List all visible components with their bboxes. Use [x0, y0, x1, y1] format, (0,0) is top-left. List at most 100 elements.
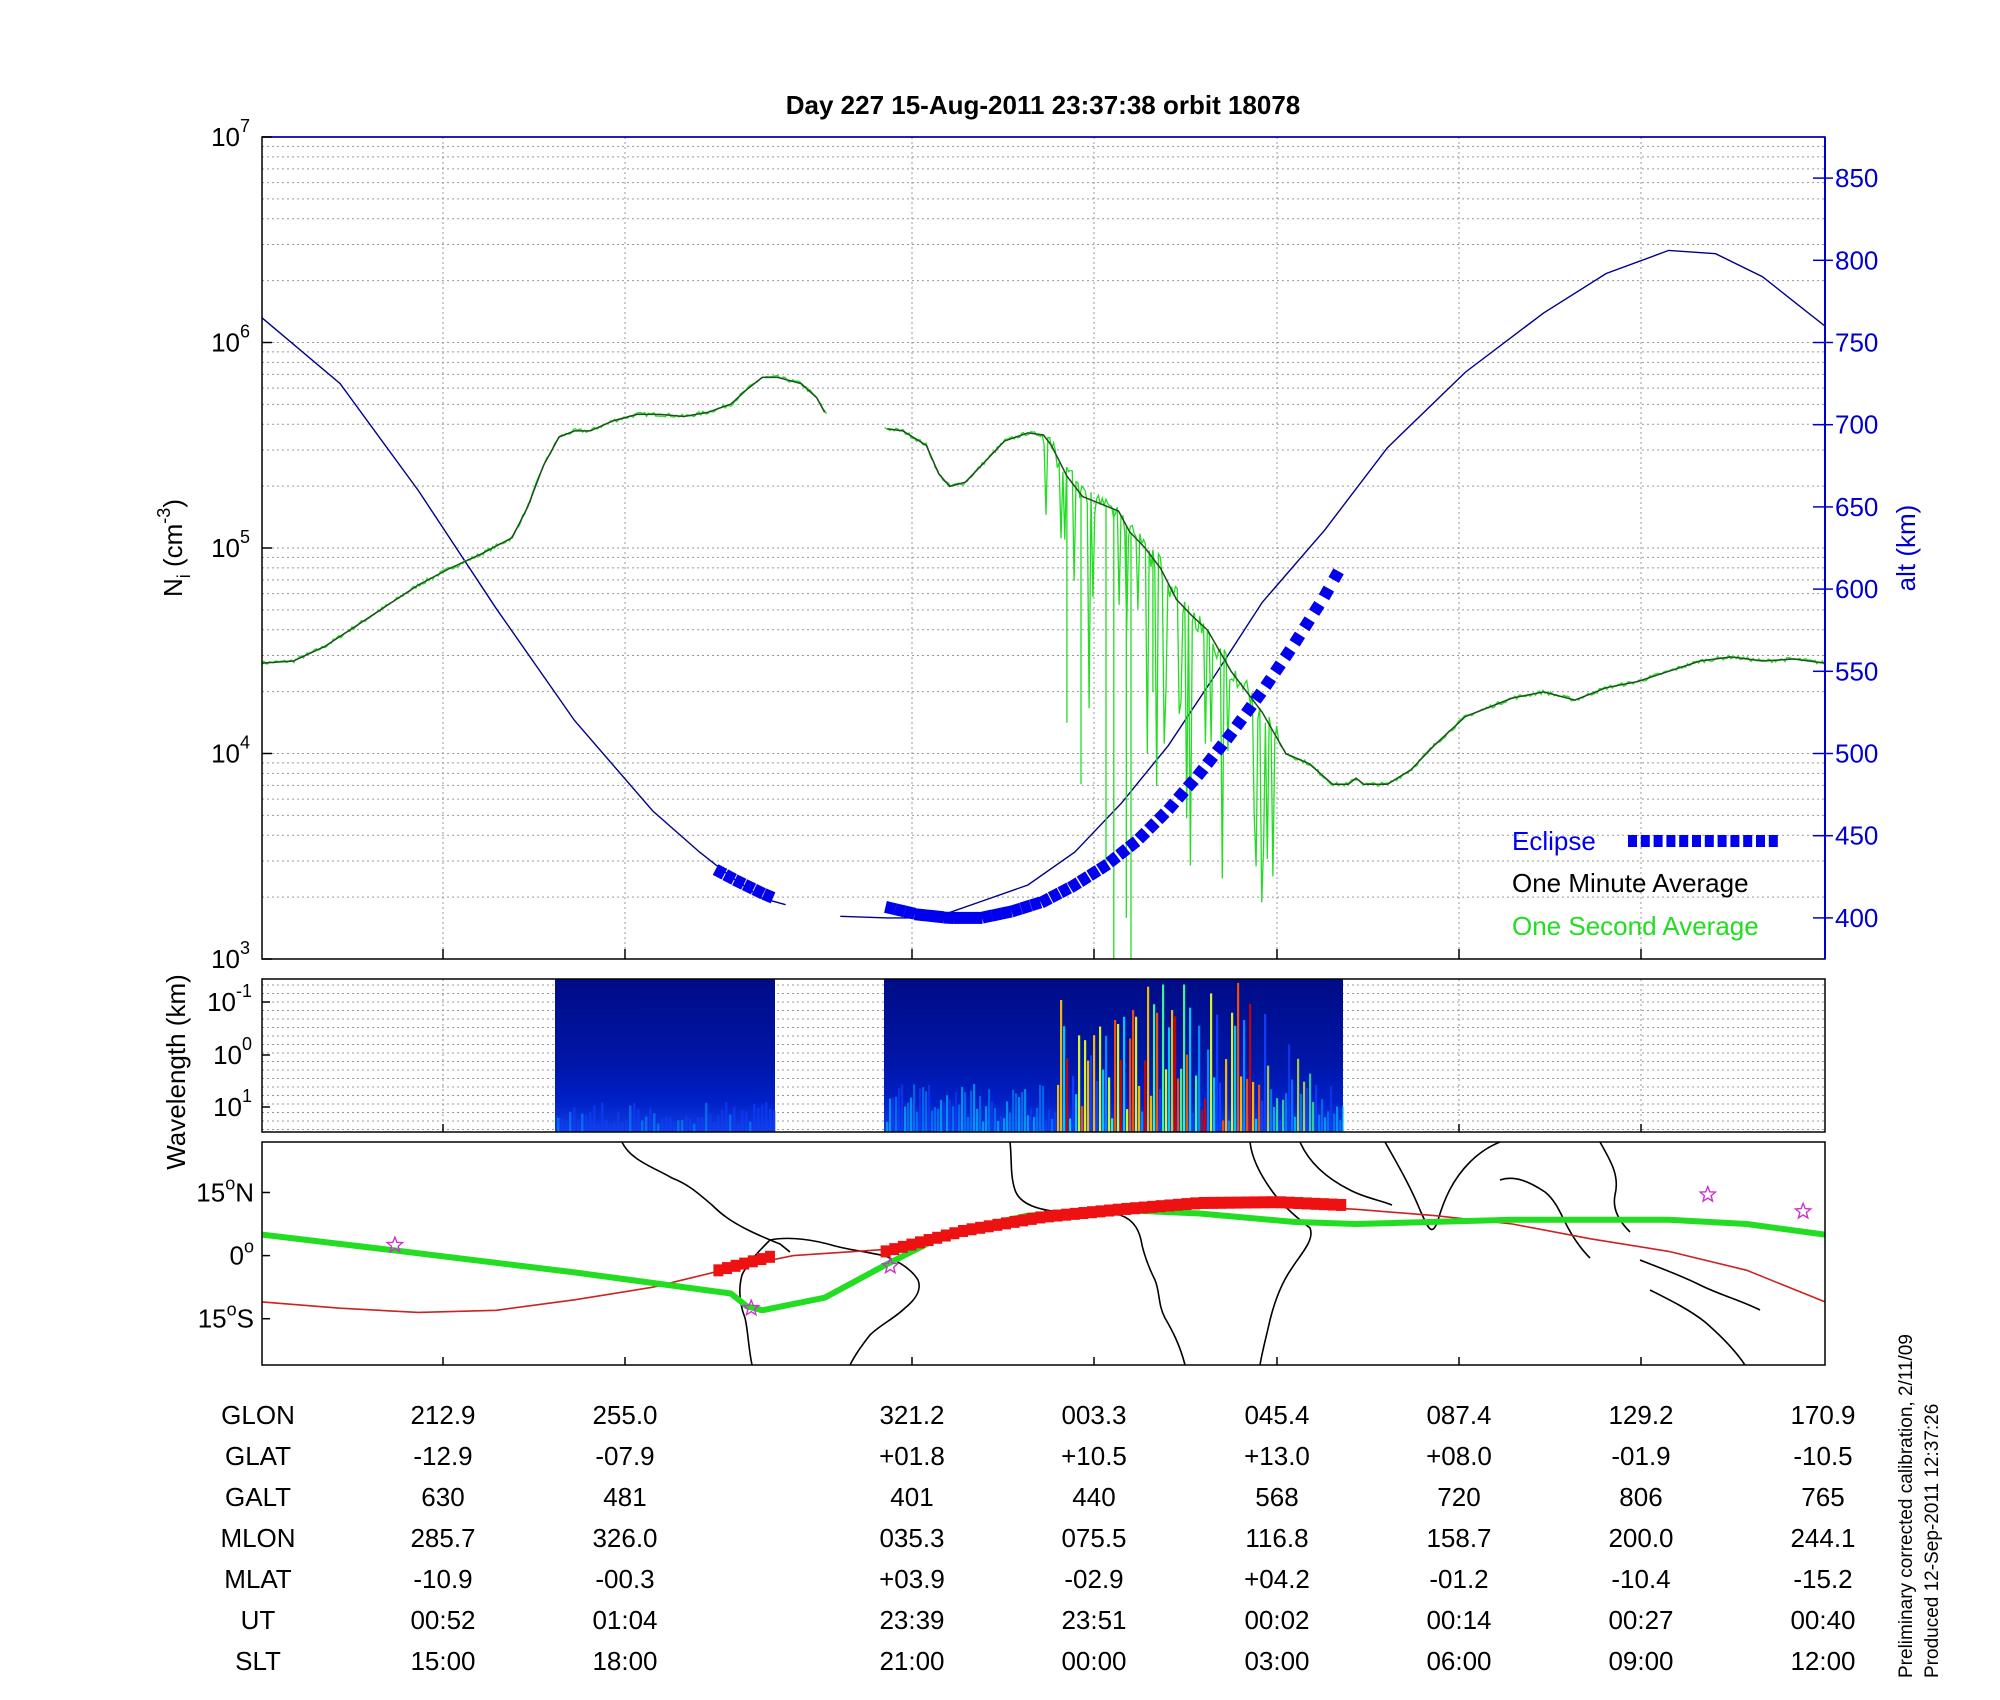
eclipse-track-mark: [1035, 1211, 1046, 1224]
spectrogram-streak: [1147, 986, 1150, 1132]
table-cell: -10.9: [413, 1564, 472, 1594]
spectrogram-streak: [985, 1106, 988, 1132]
spectrogram-streak: [940, 1099, 943, 1132]
spectrogram-streak: [1246, 1078, 1249, 1132]
spectrogram-streak: [717, 1114, 720, 1132]
spectrogram-streak: [561, 1118, 564, 1132]
spectrogram-streak: [1021, 1092, 1024, 1132]
ni-axis-label-sub: i: [174, 574, 194, 578]
spectrogram-streak: [1321, 1099, 1324, 1132]
spectrogram-streak: [1327, 1111, 1330, 1132]
ni-y-tick-exp: 4: [240, 733, 250, 753]
spectrogram-streak: [633, 1102, 636, 1132]
spectrogram-streak: [701, 1116, 704, 1132]
eclipse-mark: [933, 910, 945, 924]
eclipse-track-mark: [889, 1243, 900, 1256]
alt-y-ticks: 400 450 500 550 600 650 700 750 800 850: [1813, 163, 1878, 933]
spectrogram-streak: [1270, 1089, 1273, 1132]
eclipse-mark: [953, 911, 964, 924]
eclipse-mark: [1105, 851, 1121, 868]
eclipse-track-mark: [932, 1231, 943, 1244]
spectrogram-streak: [1123, 1016, 1126, 1132]
alt-y-tick-label: 850: [1835, 163, 1878, 193]
spectrogram-streak: [1093, 1035, 1096, 1132]
spectrogram-streak: [889, 1098, 892, 1132]
spectrogram-streak: [934, 1107, 937, 1132]
spectrogram-streak: [952, 1106, 955, 1132]
eclipse-track-mark: [1250, 1196, 1261, 1209]
legend-eclipse-mark: [1628, 835, 1637, 847]
spectrogram-streak: [773, 1110, 776, 1132]
eclipse-mark: [1124, 836, 1141, 853]
table-cell: 806: [1619, 1482, 1662, 1512]
spectrogram-streak: [970, 1090, 973, 1132]
table-cell: 321.2: [879, 1400, 944, 1430]
spectrogram-streak: [1114, 1020, 1117, 1132]
table-cell: 01:04: [592, 1605, 657, 1635]
spectrogram-streak: [1300, 1093, 1303, 1132]
spectrogram-streak: [1009, 1112, 1012, 1132]
star-marker: [880, 1256, 900, 1275]
eclipse-track-mark: [1018, 1214, 1029, 1227]
spectrogram-streak: [1294, 1116, 1297, 1132]
spectrogram-streak: [1024, 1089, 1027, 1132]
eclipse-track-mark: [1052, 1209, 1063, 1222]
spectrogram-streak: [729, 1114, 732, 1132]
spectrogram-streak: [973, 1084, 976, 1132]
table-cell: +01.8: [879, 1441, 945, 1471]
alt-axis-label: alt (km): [1891, 505, 1921, 592]
spectrogram-streak: [617, 1111, 620, 1132]
ni-y-tick-exp: 6: [240, 322, 250, 342]
table-cell: -07.9: [595, 1441, 654, 1471]
spectrogram-streak: [713, 1121, 716, 1132]
spectrogram-streak: [685, 1115, 688, 1132]
spectrogram-streak: [907, 1102, 910, 1132]
spectrogram-streak: [1012, 1089, 1015, 1132]
map-frame: [261, 1141, 1826, 1366]
legend-eclipse-mark: [1768, 835, 1778, 847]
legend-eclipse-mark: [1640, 835, 1650, 847]
ni-y-tick-label: 104: [211, 733, 250, 769]
spectrogram-streak: [593, 1105, 596, 1132]
spectrogram-streak: [609, 1123, 612, 1132]
table-row-label: GLON: [221, 1400, 295, 1430]
eclipse-mark: [732, 874, 747, 890]
eclipse-mark: [923, 909, 935, 923]
eclipse-track-mark: [958, 1224, 969, 1237]
spectrogram-streak: [1267, 1065, 1270, 1132]
spectrogram-streak: [1303, 1081, 1306, 1132]
ni-axis-label-close: ): [158, 499, 188, 508]
eclipse-track-mark: [1000, 1217, 1011, 1230]
ni-one-minute-series-line: [262, 376, 1825, 786]
spectrogram-streak: [689, 1118, 692, 1132]
spectrogram-streak: [1315, 1084, 1318, 1132]
eclipse-mark: [1038, 892, 1053, 909]
spectrogram-streak: [943, 1102, 946, 1132]
eclipse-track-mark: [1198, 1196, 1209, 1209]
star-marker: [385, 1235, 405, 1254]
ni-panel-grid: [262, 137, 1825, 959]
star-marker: [741, 1298, 761, 1317]
eclipse-mark: [1076, 871, 1092, 887]
eclipse-mark: [1289, 631, 1306, 647]
eclipse-track-mark: [1138, 1201, 1149, 1214]
spectrogram-streak: [753, 1103, 756, 1132]
alt-y-tick-label: 700: [1835, 410, 1878, 440]
spectrogram-streak: [557, 1117, 560, 1132]
map-lat-tick-label: 15oN: [196, 1173, 254, 1207]
ni-y-tick-label: 105: [211, 527, 250, 563]
spectrogram-streak: [585, 1114, 588, 1132]
map-lat-tick-deg: o: [225, 1173, 235, 1193]
spectrogram-streak: [1210, 993, 1213, 1132]
spectrogram-streak: [991, 1101, 994, 1132]
eclipse-mark: [1299, 616, 1315, 632]
coastline-arabia-india: [1299, 1142, 1501, 1231]
spectrogram-streak: [982, 1121, 985, 1132]
spectrogram-streak: [577, 1120, 580, 1132]
spectrogram-streak: [928, 1084, 931, 1132]
geomagnetic-stars: [385, 1184, 1813, 1317]
eclipse-mark: [1019, 899, 1033, 915]
spectrogram-streak: [1144, 1060, 1147, 1132]
spectrogram-streak: [761, 1104, 764, 1132]
